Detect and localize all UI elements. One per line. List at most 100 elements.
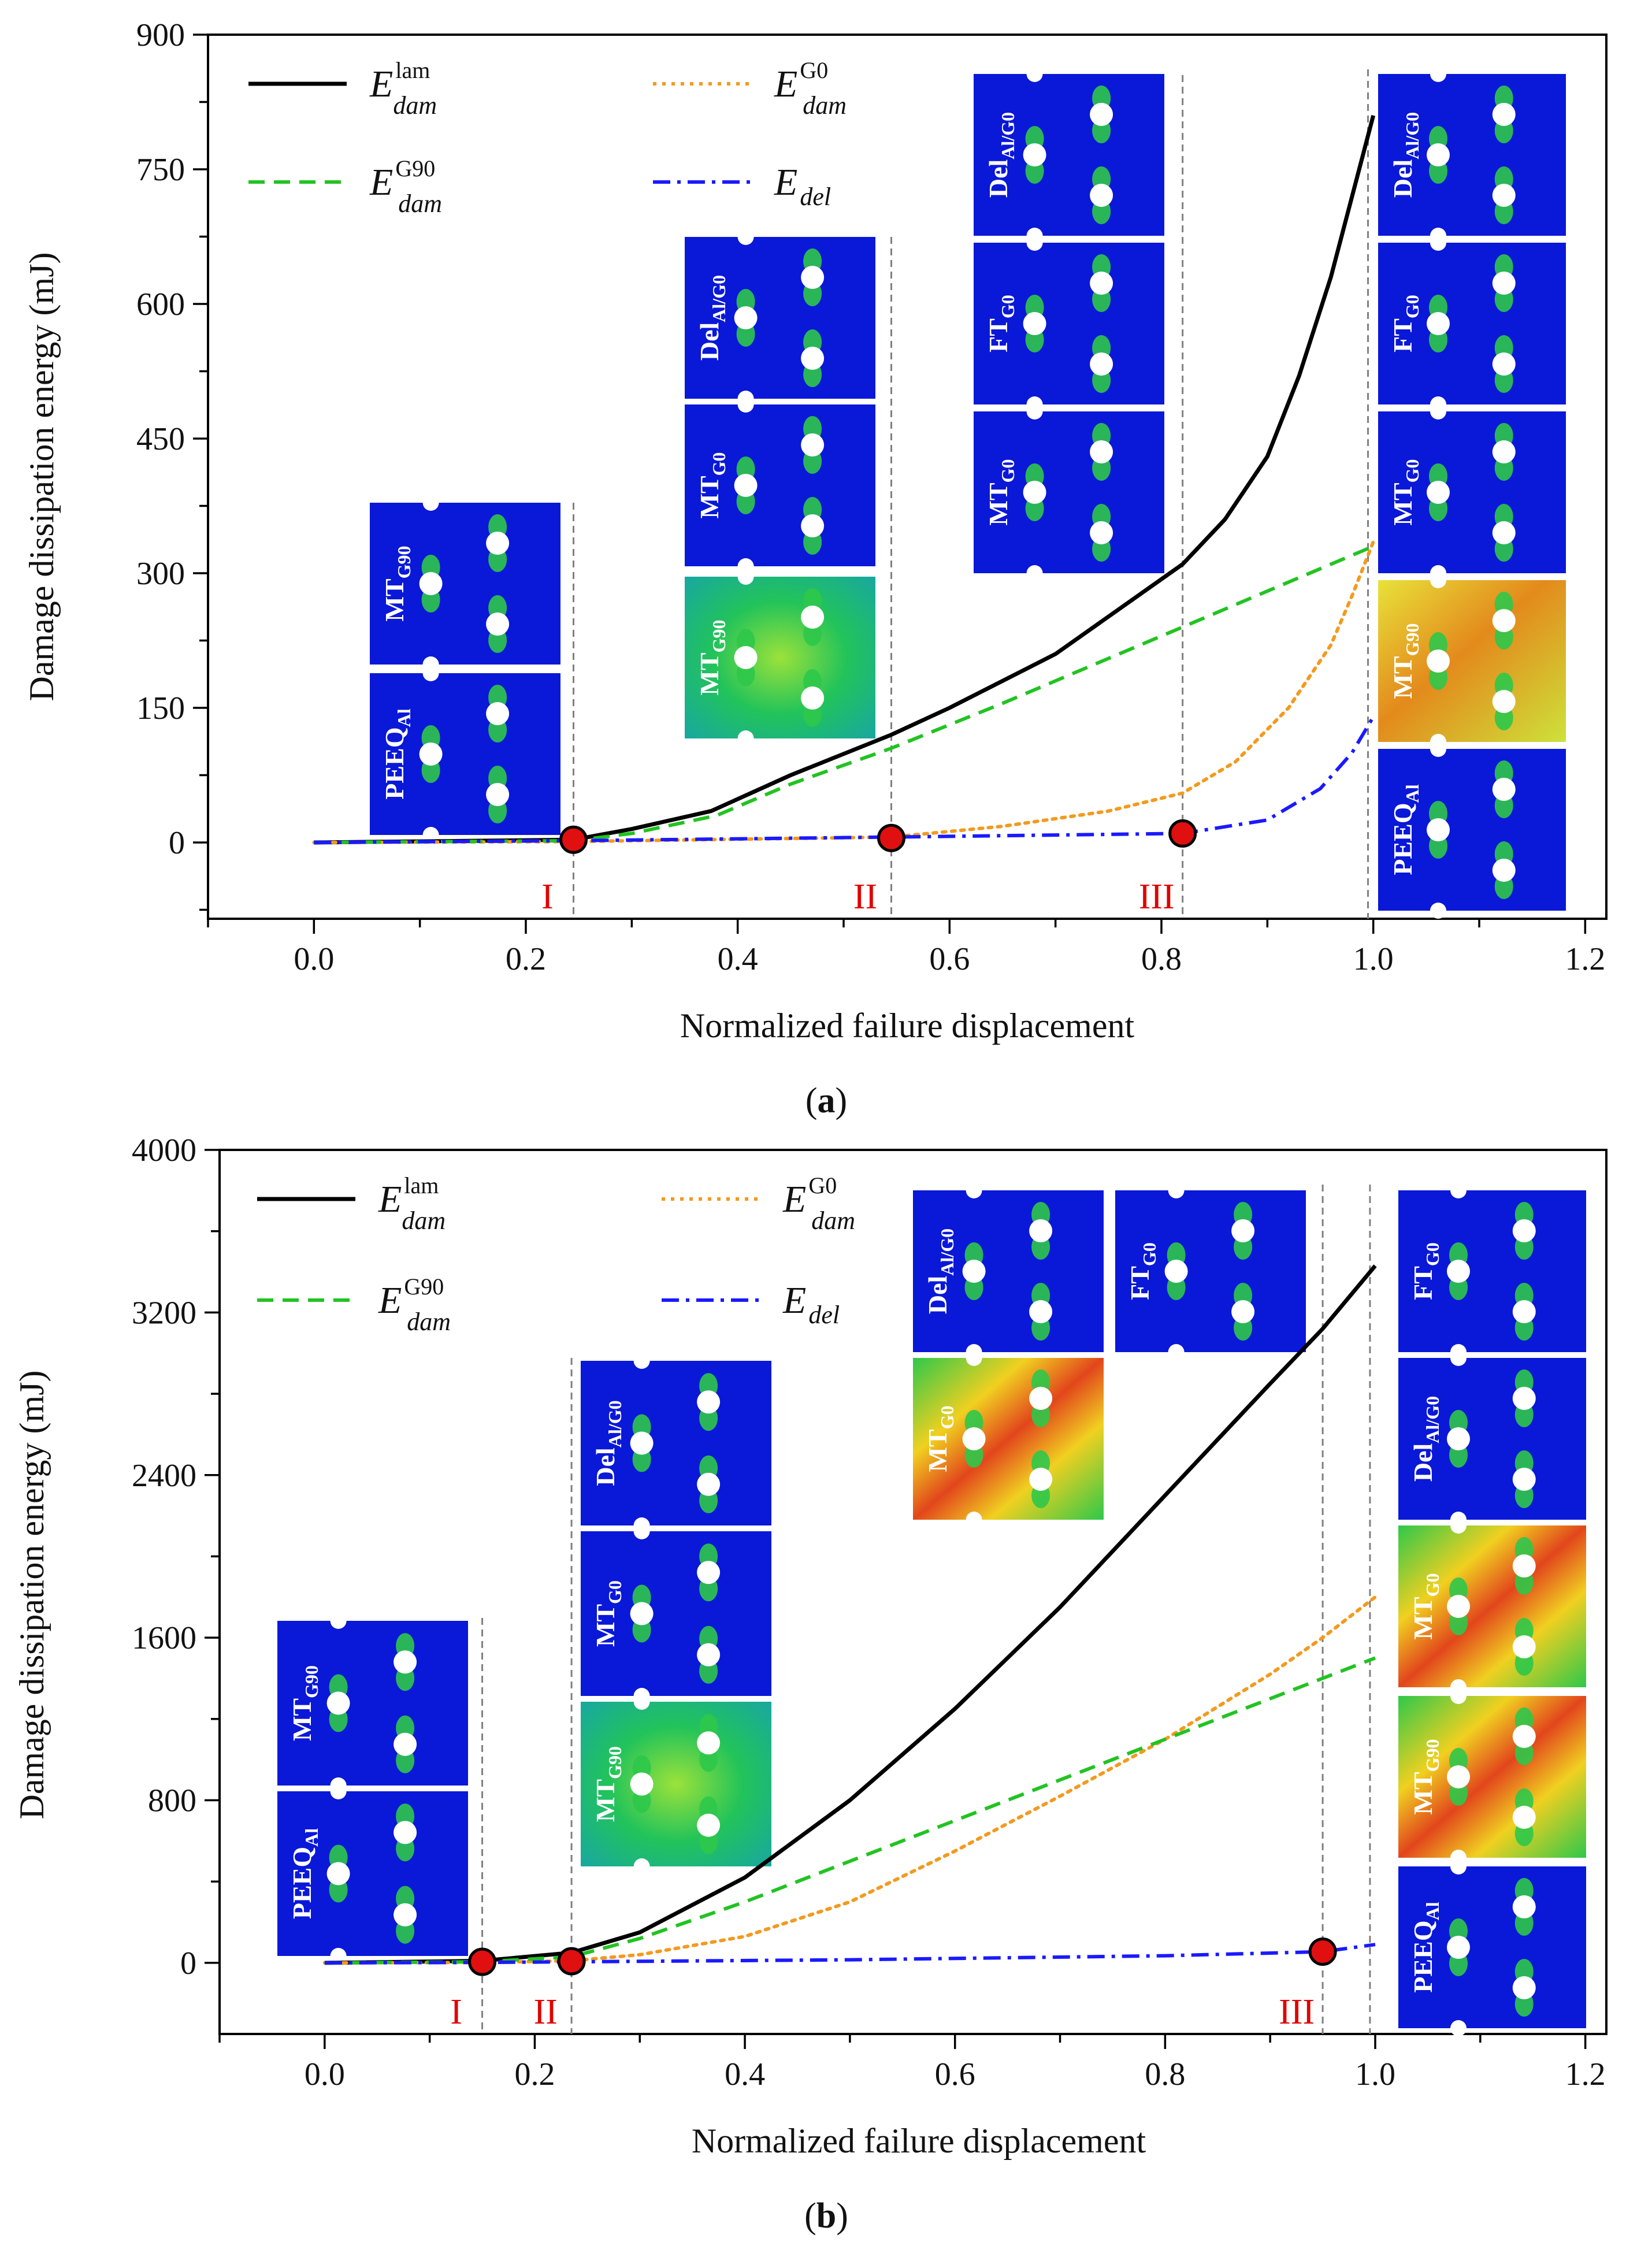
a-inset-4-hole-1 <box>801 606 825 629</box>
b-inset-10-field <box>1398 1525 1586 1687</box>
b-inset-8-field <box>1398 1190 1586 1352</box>
a-inset-7-hole-2 <box>1090 521 1113 544</box>
b-inset-7-notch-top <box>966 1350 982 1366</box>
a-x-tick-label-6: 1.2 <box>1565 941 1605 977</box>
a-inset-3-label: MTG0 <box>695 452 729 519</box>
b-y-tick-label-0: 0 <box>180 1946 196 1981</box>
b-inset-9-notch-top <box>1450 1350 1467 1366</box>
a-inset-9: FTG0 <box>1378 235 1566 413</box>
a-inset-12-hole-0 <box>1427 818 1450 841</box>
b-x-tick-label-2: 0.4 <box>725 2057 765 2092</box>
panel-a-x-axis: 0.0 0.2 0.4 0.6 0.8 1.0 1.2 <box>207 919 1605 977</box>
b-inset-6-field <box>1115 1190 1306 1352</box>
a-inset-6-label: FTG0 <box>983 295 1018 352</box>
a-y-tick-label-4: 600 <box>136 287 185 322</box>
a-legend-label-g0: E G0 dam <box>774 57 847 120</box>
b-inset-0-hole-1 <box>393 1650 417 1674</box>
b-inset-10-hole-2 <box>1512 1635 1536 1658</box>
a-inset-12-hole-1 <box>1492 778 1516 801</box>
b-inset-0-label: MTG90 <box>287 1665 322 1741</box>
b-inset-9-hole-0 <box>1447 1427 1470 1450</box>
a-inset-2: DelAl/G0 <box>685 229 875 407</box>
b-inset-7-notch-bottom <box>966 1512 982 1528</box>
b-inset-8-label: FTG0 <box>1408 1242 1443 1300</box>
a-inset-5-hole-2 <box>1090 184 1113 207</box>
b-inset-0: MTG90 <box>277 1613 468 1794</box>
panel-b-y-axis: 0 800 1600 2400 3200 4000 <box>132 1133 220 1981</box>
a-inset-2-field <box>685 237 875 399</box>
b-series-line-lam <box>324 1264 1377 1965</box>
panel-a-y-axis: 0 150 300 450 600 750 900 <box>136 17 208 911</box>
b-inset-12-label: PEEQAl <box>1408 1902 1443 1992</box>
b-inset-12-field <box>1398 1866 1586 2028</box>
a-x-tick-label-2: 0.4 <box>718 941 758 977</box>
a-inset-10-hole-1 <box>1492 440 1516 463</box>
a-stage-label-1: II <box>853 877 877 916</box>
b-inset-11-label: MTG90 <box>1408 1739 1443 1815</box>
b-stage-label-1: II <box>533 1992 557 2032</box>
b-inset-11-hole-2 <box>1512 1806 1536 1829</box>
b-inset-11: MTG90 <box>1398 1688 1586 1866</box>
a-inset-6-hole-1 <box>1090 272 1113 295</box>
b-x-tick-label-5: 1.0 <box>1355 2057 1395 2092</box>
a-inset-6: FTG0 <box>974 235 1164 413</box>
b-inset-1: PEEQAl <box>277 1783 468 1964</box>
a-x-tick-label-5: 1.0 <box>1353 941 1394 977</box>
b-x-tick-label-0: 0.0 <box>305 2057 345 2092</box>
b-legend-label-del: Edel <box>782 1279 840 1329</box>
a-inset-2-notch-top <box>737 229 754 245</box>
panel-a-insets: MTG90 PEEQAl DelAl/G0 MTG0 MTG90 DelAl/G0 FTG0… <box>370 66 1566 919</box>
panel-a-y-axis-title: Damage dissipation energy (mJ) <box>23 252 61 701</box>
a-inset-5-label: DelAl/G0 <box>983 112 1018 198</box>
a-y-tick-label-3: 450 <box>136 421 185 457</box>
a-inset-10-field <box>1378 411 1566 573</box>
b-inset-2-hole-1 <box>697 1390 721 1414</box>
panel-b-caption-letter: b <box>816 2196 836 2236</box>
b-inset-6-hole-2 <box>1231 1300 1255 1323</box>
a-inset-9-hole-1 <box>1492 272 1516 295</box>
a-inset-3-field <box>685 404 875 566</box>
panel-b-x-axis: 0.0 0.2 0.4 0.6 0.8 1.0 1.2 <box>218 2034 1606 2092</box>
b-inset-4-notch-bottom <box>633 1858 650 1874</box>
b-inset-6-hole-1 <box>1231 1219 1255 1242</box>
b-inset-4-notch-top <box>633 1694 650 1710</box>
b-inset-9: DelAl/G0 <box>1398 1350 1586 1528</box>
b-inset-4-hole-2 <box>697 1813 721 1837</box>
a-inset-7-notch-top <box>1026 403 1043 420</box>
a-inset-1-notch-bottom <box>422 827 439 843</box>
b-inset-1-hole-0 <box>326 1862 350 1885</box>
a-inset-5: DelAl/G0 <box>974 66 1164 244</box>
a-series-line-g90 <box>314 544 1374 844</box>
b-inset-12: PEEQAl <box>1398 1858 1586 2036</box>
a-inset-8-hole-1 <box>1492 103 1516 126</box>
b-inset-0-notch-top <box>330 1613 347 1629</box>
b-inset-8-hole-2 <box>1512 1300 1536 1323</box>
a-inset-9-notch-top <box>1430 235 1446 251</box>
a-inset-12: PEEQAl <box>1378 741 1566 919</box>
a-inset-10: MTG0 <box>1378 403 1566 581</box>
a-inset-10-hole-2 <box>1492 521 1516 544</box>
a-inset-7-notch-bottom <box>1026 565 1043 581</box>
a-inset-9-label: FTG0 <box>1388 295 1423 352</box>
b-inset-1-notch-top <box>330 1783 347 1799</box>
b-inset-6-hole-0 <box>1164 1260 1188 1283</box>
panel-a-plot-frame <box>207 34 1608 920</box>
a-inset-12-notch-bottom <box>1430 903 1446 919</box>
panel-b-series <box>322 1264 1377 1965</box>
a-inset-0-hole-2 <box>486 613 510 636</box>
b-inset-8-notch-top <box>1450 1182 1467 1198</box>
a-inset-5-field <box>974 74 1164 236</box>
a-inset-9-hole-0 <box>1427 312 1450 335</box>
a-inset-7-hole-1 <box>1090 440 1113 463</box>
panel-a-caption-letter: a <box>818 1081 836 1120</box>
b-y-tick-label-2: 1600 <box>132 1620 196 1656</box>
a-inset-0-label: MTG90 <box>380 546 414 622</box>
a-inset-3-notch-top <box>737 396 754 413</box>
b-legend-label-g0: E G0 dam <box>782 1172 855 1235</box>
a-inset-12-notch-top <box>1430 741 1446 757</box>
b-inset-7-field <box>913 1358 1104 1520</box>
b-inset-7: MTG0 <box>913 1350 1104 1528</box>
b-inset-9-label: DelAl/G0 <box>1408 1396 1443 1482</box>
b-inset-8: FTG0 <box>1398 1182 1586 1360</box>
